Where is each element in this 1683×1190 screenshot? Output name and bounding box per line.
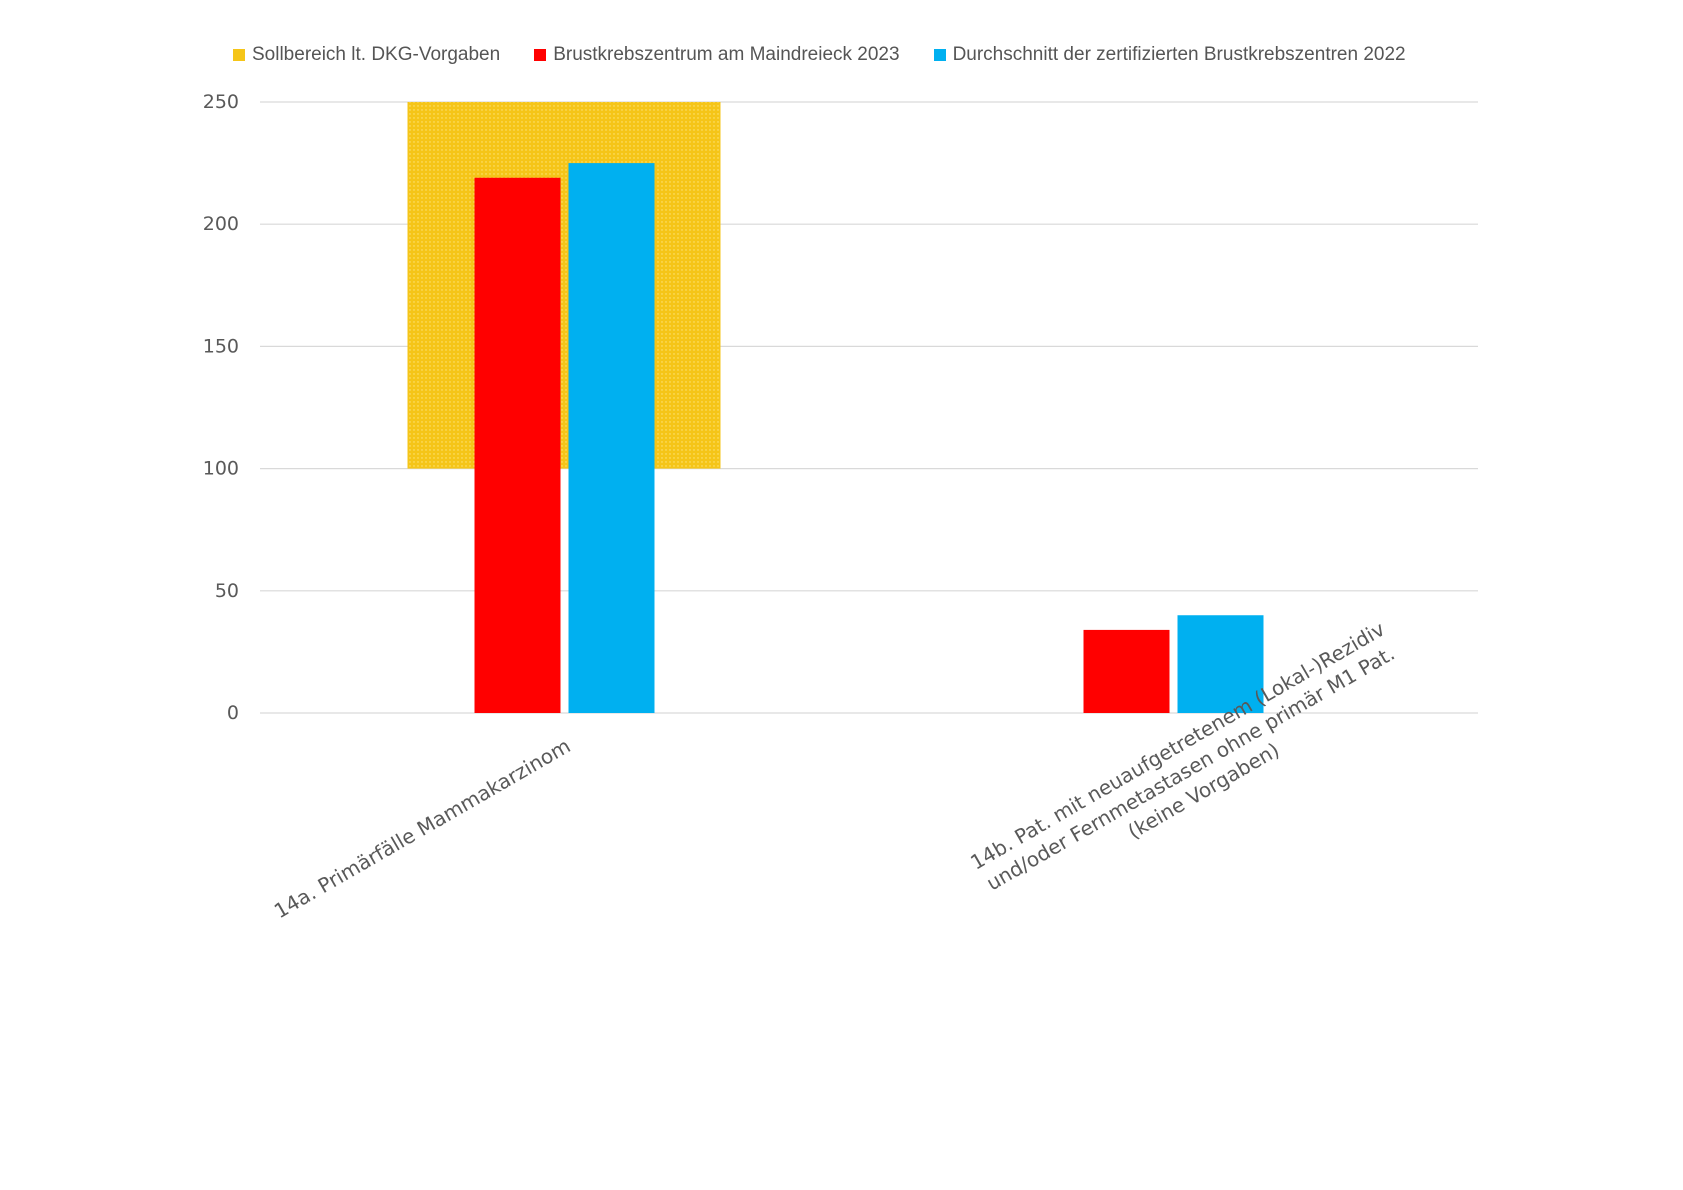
- legend-label-target-range: Sollbereich lt. DKG-Vorgaben: [252, 44, 501, 65]
- legend-item-series-2: Durchschnitt der zertifizierten Brustkre…: [933, 44, 1406, 66]
- target-range-area: [407, 102, 721, 469]
- bar-2-series-1: [1083, 629, 1170, 713]
- legend-label-series-2: Durchschnitt der zertifizierten Brustkre…: [952, 44, 1406, 65]
- legend-swatch-target-range: [233, 49, 245, 61]
- bar-1-series-1: [474, 177, 561, 713]
- x-category-label-1: 14a. Primärfälle Mammakarzinom: [270, 734, 575, 924]
- y-axis: 0 50 100 150 200 250: [203, 91, 239, 724]
- y-tick-label-0: 0: [227, 702, 239, 724]
- bar-2-series-2: [1177, 615, 1264, 713]
- bar-1-series-2: [568, 163, 655, 714]
- target-range-rect: [407, 102, 721, 469]
- legend: Sollbereich lt. DKG-Vorgaben Brustkrebsz…: [233, 44, 1406, 66]
- legend-item-target-range: Sollbereich lt. DKG-Vorgaben: [233, 44, 500, 66]
- y-tick-label-150: 150: [203, 335, 239, 357]
- legend-label-series-1: Brustkrebszentrum am Maindreieck 2023: [553, 44, 900, 65]
- legend-swatch-series-2: [933, 49, 946, 61]
- x-category-label-1-line-1: 14a. Primärfälle Mammakarzinom: [270, 734, 575, 924]
- y-tick-label-250: 250: [203, 91, 239, 113]
- legend-swatch-series-1: [534, 49, 547, 61]
- y-tick-label-50: 50: [215, 580, 239, 602]
- bars: [474, 163, 1264, 714]
- legend-item-series-1: Brustkrebszentrum am Maindreieck 2023: [534, 44, 900, 66]
- y-tick-label-100: 100: [203, 458, 239, 480]
- y-tick-label-200: 200: [203, 213, 239, 235]
